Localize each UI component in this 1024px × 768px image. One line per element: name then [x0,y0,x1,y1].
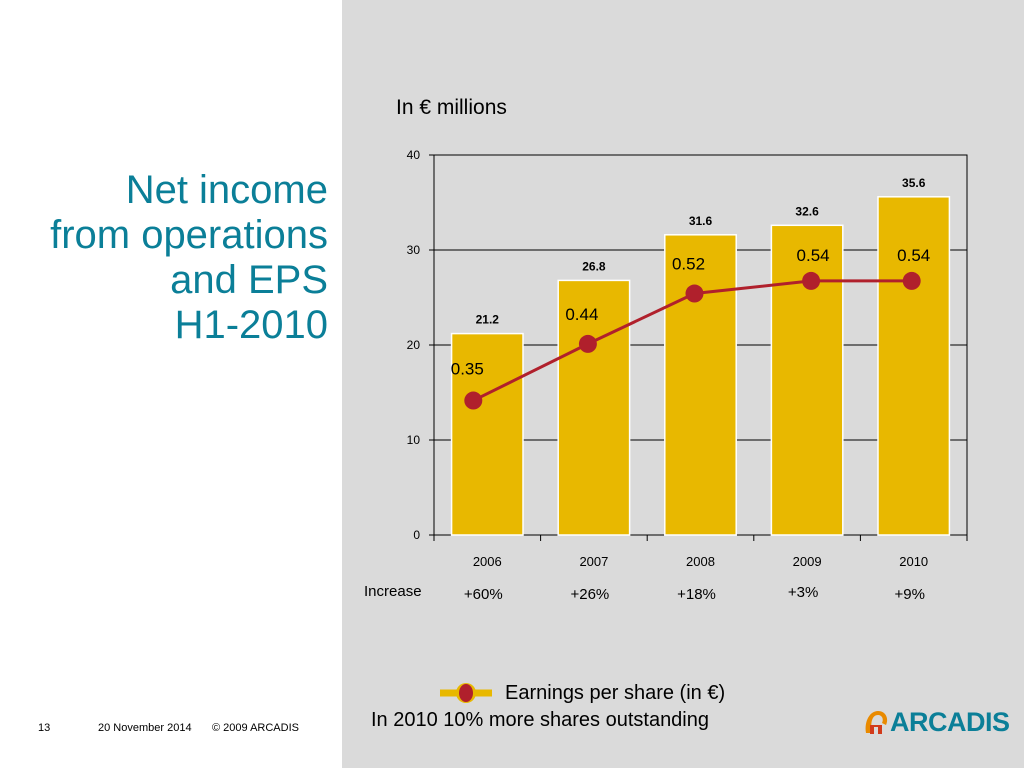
eps-point [802,271,821,290]
x-tick-label: 2010 [899,554,928,569]
y-tick-label: 20 [407,338,421,352]
eps-label: 0.54 [797,246,830,265]
bar [664,234,737,536]
x-tick-label: 2009 [793,554,822,569]
bar [877,196,951,536]
bar [557,279,631,536]
increase-value: +18% [677,586,716,603]
eps-label: 0.44 [565,305,598,324]
bar-value-label: 26.8 [582,259,606,273]
eps-point [464,391,483,410]
title-line-3: and EPS [170,258,328,302]
title-line-4: H1-2010 [174,303,328,347]
eps-point [578,334,597,353]
eps-point [902,271,921,290]
bar-value-label: 21.2 [476,313,500,327]
increase-label: Increase [364,583,422,600]
legend-label: Earnings per share (in €) [505,682,726,704]
arcadis-logo-icon [865,711,888,734]
bar [770,224,844,536]
arcadis-logo: ARCADIS [862,707,1010,741]
eps-label: 0.52 [672,255,705,274]
bar-line-chart: 0 10 20 30 40 21.2 2006 26.8 2007 31.6 2008 32.6 200… [407,148,968,569]
increase-value: +3% [787,584,819,601]
page-number: 13 [38,722,51,734]
legend-marker-icon [440,683,492,703]
footer-copyright: © 2009 ARCADIS [212,722,299,734]
eps-label: 0.35 [451,360,484,379]
title-line-2: from operations [50,213,328,257]
y-tick-label: 0 [413,528,420,542]
x-tick-label: 2007 [579,554,608,569]
bar-value-label: 32.6 [795,204,819,218]
left-panel [0,0,342,768]
increase-value: +26% [570,586,610,603]
title-line-1: Net income [125,168,328,212]
unit-label: In € millions [396,96,507,119]
increase-value: +9% [894,586,925,603]
y-tick-label: 30 [407,243,421,257]
bar-value-label: 35.6 [902,176,926,190]
footer-date: 20 November 2014 [98,722,192,734]
increase-value: +60% [463,586,503,603]
x-tick-label: 2008 [686,554,715,569]
bar [450,332,524,536]
bar-value-label: 31.6 [689,214,713,228]
x-tick-label: 2006 [473,554,502,569]
shares-note: In 2010 10% more shares outstanding [371,709,709,731]
eps-label: 0.54 [897,246,930,265]
logo-text: ARCADIS [890,707,1010,737]
eps-point [685,284,704,303]
slide-title: Net income from operations and EPS H1-20… [0,168,328,348]
y-tick-label: 10 [407,433,421,447]
y-tick-label: 40 [407,148,421,162]
